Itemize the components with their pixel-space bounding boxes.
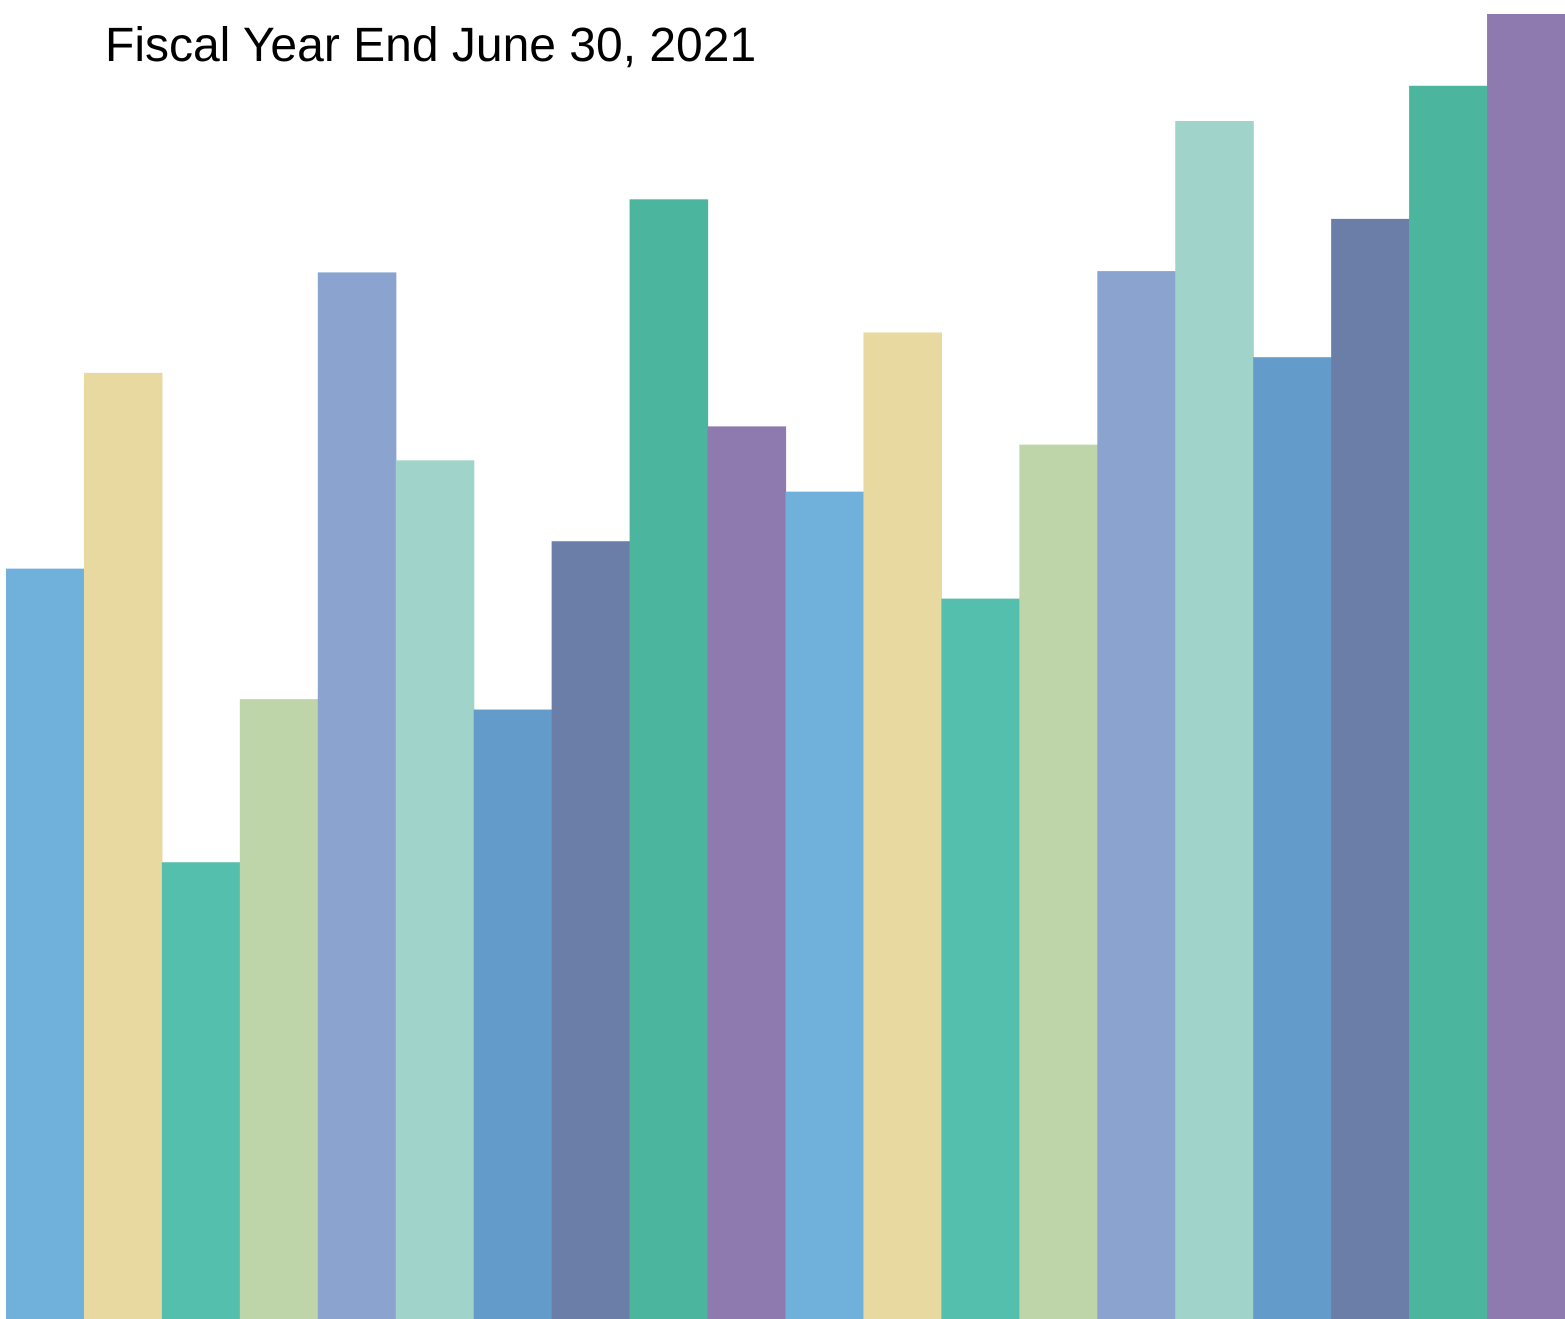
chart-title: Fiscal Year End June 30, 2021 bbox=[105, 19, 757, 72]
bar-8 bbox=[551, 541, 631, 1319]
bar-4 bbox=[239, 699, 319, 1319]
bar-9 bbox=[629, 199, 709, 1319]
bar-5 bbox=[317, 272, 397, 1319]
bar-16 bbox=[1175, 121, 1254, 1319]
bar-15 bbox=[1097, 271, 1176, 1319]
bar-group bbox=[6, 14, 1565, 1319]
bar-10 bbox=[707, 426, 787, 1319]
bar-12 bbox=[863, 332, 942, 1319]
bar-7 bbox=[473, 709, 553, 1319]
bar-6 bbox=[395, 460, 475, 1319]
bar-13 bbox=[941, 598, 1020, 1319]
bar-1 bbox=[6, 568, 85, 1319]
bar-14 bbox=[1019, 444, 1098, 1319]
bar-3 bbox=[161, 862, 241, 1319]
bar-11 bbox=[785, 491, 865, 1319]
bar-2 bbox=[83, 372, 163, 1319]
bar-20 bbox=[1487, 14, 1565, 1319]
bar-19 bbox=[1409, 85, 1488, 1319]
bar-17 bbox=[1253, 357, 1332, 1319]
bar-18 bbox=[1331, 218, 1410, 1319]
